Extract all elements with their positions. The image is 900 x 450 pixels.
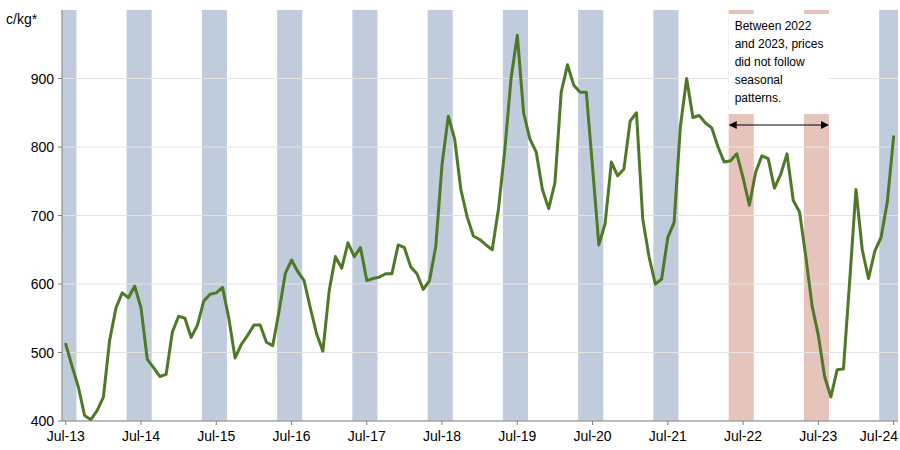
annotation-text: did not follow [735, 55, 805, 69]
x-tick [442, 421, 443, 425]
x-tick-label: Jul-21 [649, 428, 687, 444]
x-axis [62, 421, 898, 422]
x-tick [893, 421, 894, 425]
y-tick-label: 500 [31, 345, 55, 361]
x-tick-label: Jul-20 [574, 428, 612, 444]
x-tick [141, 421, 142, 425]
x-tick [291, 421, 292, 425]
y-tick [58, 352, 62, 353]
x-tick-label: Jul-19 [498, 428, 536, 444]
annotation-text: patterns. [735, 91, 782, 105]
y-tick-label: 600 [31, 276, 55, 292]
y-tick [58, 215, 62, 216]
x-tick [517, 421, 518, 425]
y-axis-label: c/kg* [6, 11, 38, 27]
x-tick [818, 421, 819, 425]
grid-line [62, 352, 898, 353]
x-tick [592, 421, 593, 425]
y-tick [58, 78, 62, 79]
grid-line [62, 421, 898, 422]
plot-area [62, 10, 898, 421]
annotation-box [729, 14, 829, 114]
annotation-text: seasonal [735, 73, 783, 87]
y-tick-label: 900 [31, 71, 55, 87]
x-tick [743, 421, 744, 425]
grid-line [62, 284, 898, 285]
y-tick [58, 421, 62, 422]
x-tick-label: Jul-22 [724, 428, 762, 444]
annotation-text: Between 2022 [735, 19, 812, 33]
x-tick-label: Jul-17 [348, 428, 386, 444]
x-tick-label: Jul-23 [799, 428, 837, 444]
y-tick [58, 147, 62, 148]
arrow-head [821, 121, 829, 129]
x-tick [65, 421, 66, 425]
arrow-head [729, 121, 737, 129]
x-tick-label: Jul-13 [47, 428, 85, 444]
x-tick-label: Jul-24 [860, 428, 898, 444]
annotation-text: and 2023, prices [735, 37, 824, 51]
y-tick [58, 284, 62, 285]
x-tick-label: Jul-15 [197, 428, 235, 444]
x-tick [667, 421, 668, 425]
y-tick-label: 800 [31, 139, 55, 155]
y-tick-label: 400 [31, 413, 55, 429]
x-tick [366, 421, 367, 425]
y-tick-label: 700 [31, 208, 55, 224]
annotation-arrow [731, 125, 827, 126]
x-tick [216, 421, 217, 425]
x-tick-label: Jul-16 [272, 428, 310, 444]
grid-line [62, 147, 898, 148]
chart: 400 500 600 700 800 900 Jul-13 Jul-14 Jul-15 Jul-… [0, 0, 900, 450]
x-tick-label: Jul-14 [122, 428, 160, 444]
grid-line [62, 215, 898, 216]
x-tick-label: Jul-18 [423, 428, 461, 444]
price-line [66, 35, 894, 419]
